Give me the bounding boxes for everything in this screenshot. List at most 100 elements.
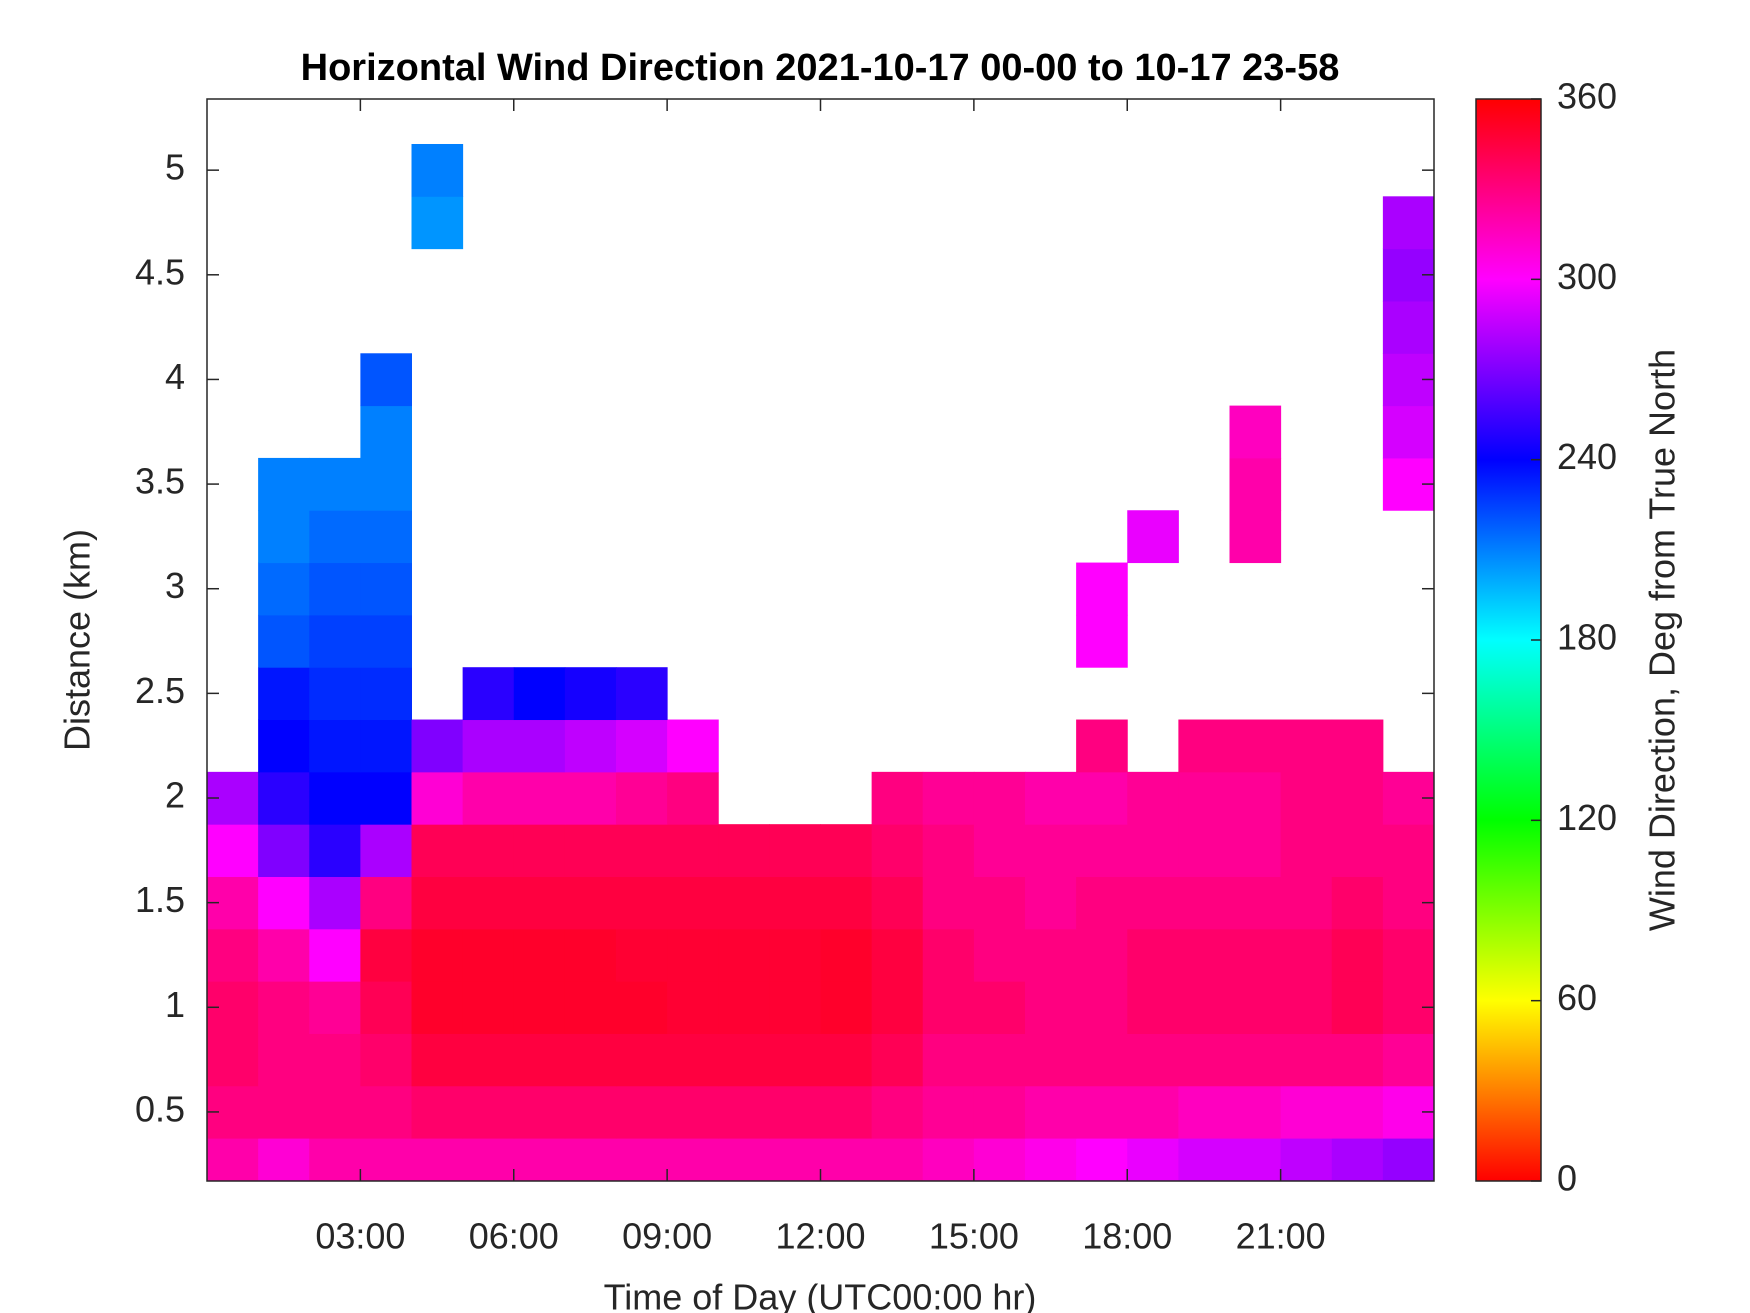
heatmap-cell: [922, 1138, 975, 1181]
heatmap-cell: [1076, 1138, 1128, 1181]
heatmap-cell: [769, 1033, 821, 1087]
heatmap-cell: [871, 1138, 924, 1181]
heatmap-cell: [667, 824, 719, 877]
heatmap-cell: [1025, 928, 1077, 982]
heatmap-cell: [360, 876, 412, 930]
heatmap-cell: [973, 771, 1026, 825]
heatmap-cell: [871, 1085, 924, 1139]
heatmap-cell: [973, 1085, 1026, 1139]
heatmap-cell: [564, 1085, 617, 1139]
heatmap-cell: [564, 771, 617, 825]
heatmap-cell: [1178, 1085, 1230, 1139]
heatmap-cell: [667, 928, 719, 982]
heatmap-cell: [309, 876, 361, 930]
heatmap-cell: [411, 1085, 464, 1139]
heatmap-cell: [820, 1138, 873, 1181]
heatmap-cell: [973, 928, 1026, 982]
colorbar-tick-label: 120: [1557, 797, 1617, 838]
heatmap-cell: [1127, 928, 1179, 982]
heatmap-cell: [616, 1033, 668, 1087]
heatmap-cell: [820, 876, 873, 930]
x-tick-label: 15:00: [929, 1216, 1019, 1257]
heatmap-cell: [411, 876, 464, 930]
heatmap-cell: [1229, 771, 1282, 825]
heatmap-cell: [1382, 928, 1434, 982]
heatmap-cell: [616, 667, 668, 721]
y-tick-label: 2.5: [135, 670, 185, 711]
colorbar-tick-label: 240: [1557, 436, 1617, 477]
heatmap-cell: [411, 143, 464, 197]
heatmap-cell: [462, 1033, 515, 1087]
heatmap-cell: [871, 771, 924, 825]
heatmap-cell: [1331, 824, 1384, 877]
heatmap-cell: [922, 1085, 975, 1139]
x-tick-label: 06:00: [469, 1216, 559, 1257]
heatmap-cell: [1331, 1033, 1384, 1087]
heatmap-cell: [1331, 1138, 1384, 1181]
colorbar-label: Wind Direction, Deg from True North: [1642, 349, 1683, 931]
heatmap-cell: [871, 1033, 924, 1087]
heatmap-cell: [973, 1033, 1026, 1087]
y-tick-label: 3.5: [135, 461, 185, 502]
heatmap-cell: [1076, 614, 1128, 668]
heatmap-cell: [973, 1138, 1026, 1181]
heatmap-cell: [1178, 719, 1230, 773]
colorbar-tick-label: 360: [1557, 76, 1617, 117]
heatmap-cell: [922, 771, 975, 825]
heatmap-cell: [1025, 1085, 1077, 1139]
heatmap-cell: [1076, 928, 1128, 982]
heatmap-cell: [1178, 1138, 1230, 1181]
heatmap-cell: [1280, 771, 1333, 825]
heatmap-cell: [462, 771, 515, 825]
heatmap-cell: [360, 405, 412, 459]
heatmap-cell: [1178, 824, 1230, 877]
heatmap-cell: [1229, 719, 1282, 773]
heatmap-cell: [309, 457, 361, 511]
heatmap-cell: [1229, 824, 1282, 877]
heatmap-cell: [462, 981, 515, 1034]
x-axis-label: Time of Day (UTC00:00 hr): [604, 1277, 1037, 1313]
y-tick-label: 1: [165, 984, 185, 1025]
heatmap-cell: [1076, 719, 1128, 773]
heatmap-cell: [718, 1138, 770, 1181]
heatmap-cell: [1178, 928, 1230, 982]
heatmap-cell: [258, 667, 310, 721]
heatmap-cell: [513, 876, 566, 930]
heatmap-cell: [309, 667, 361, 721]
heatmap-cell: [1076, 562, 1128, 616]
heatmap-cell: [1229, 1033, 1282, 1087]
heatmap-cell: [718, 981, 770, 1034]
heatmap-cell: [258, 614, 310, 668]
heatmap-cell: [513, 1085, 566, 1139]
heatmap-cell: [1076, 771, 1128, 825]
heatmap-cell: [922, 1033, 975, 1087]
heatmap-cell: [360, 824, 412, 877]
heatmap-cell: [1280, 824, 1333, 877]
heatmap-cell: [411, 771, 464, 825]
y-tick-label: 5: [165, 147, 185, 188]
heatmap-cell: [1280, 719, 1333, 773]
heatmap-cell: [513, 1033, 566, 1087]
heatmap-cell: [718, 824, 770, 877]
heatmap-cell: [1025, 1138, 1077, 1181]
heatmap-cell: [309, 1033, 361, 1087]
heatmap-cell: [871, 928, 924, 982]
heatmap-cell: [667, 1138, 719, 1181]
heatmap-cell: [309, 1085, 361, 1139]
heatmap-cell: [616, 981, 668, 1034]
heatmap-cell: [820, 981, 873, 1034]
heatmap-cell: [360, 1033, 412, 1087]
heatmap-cell: [1331, 876, 1384, 930]
heatmap-cell: [871, 876, 924, 930]
heatmap-cell: [616, 824, 668, 877]
heatmap-cell: [513, 719, 566, 773]
heatmap-cell: [1076, 876, 1128, 930]
heatmap-cell: [309, 562, 361, 616]
heatmap-cell: [871, 981, 924, 1034]
heatmap-cell: [564, 876, 617, 930]
heatmap-cell: [1178, 1033, 1230, 1087]
x-tick-label: 12:00: [775, 1216, 865, 1257]
heatmap-cell: [411, 1033, 464, 1087]
heatmap-cell: [667, 981, 719, 1034]
heatmap-cell: [360, 1085, 412, 1139]
